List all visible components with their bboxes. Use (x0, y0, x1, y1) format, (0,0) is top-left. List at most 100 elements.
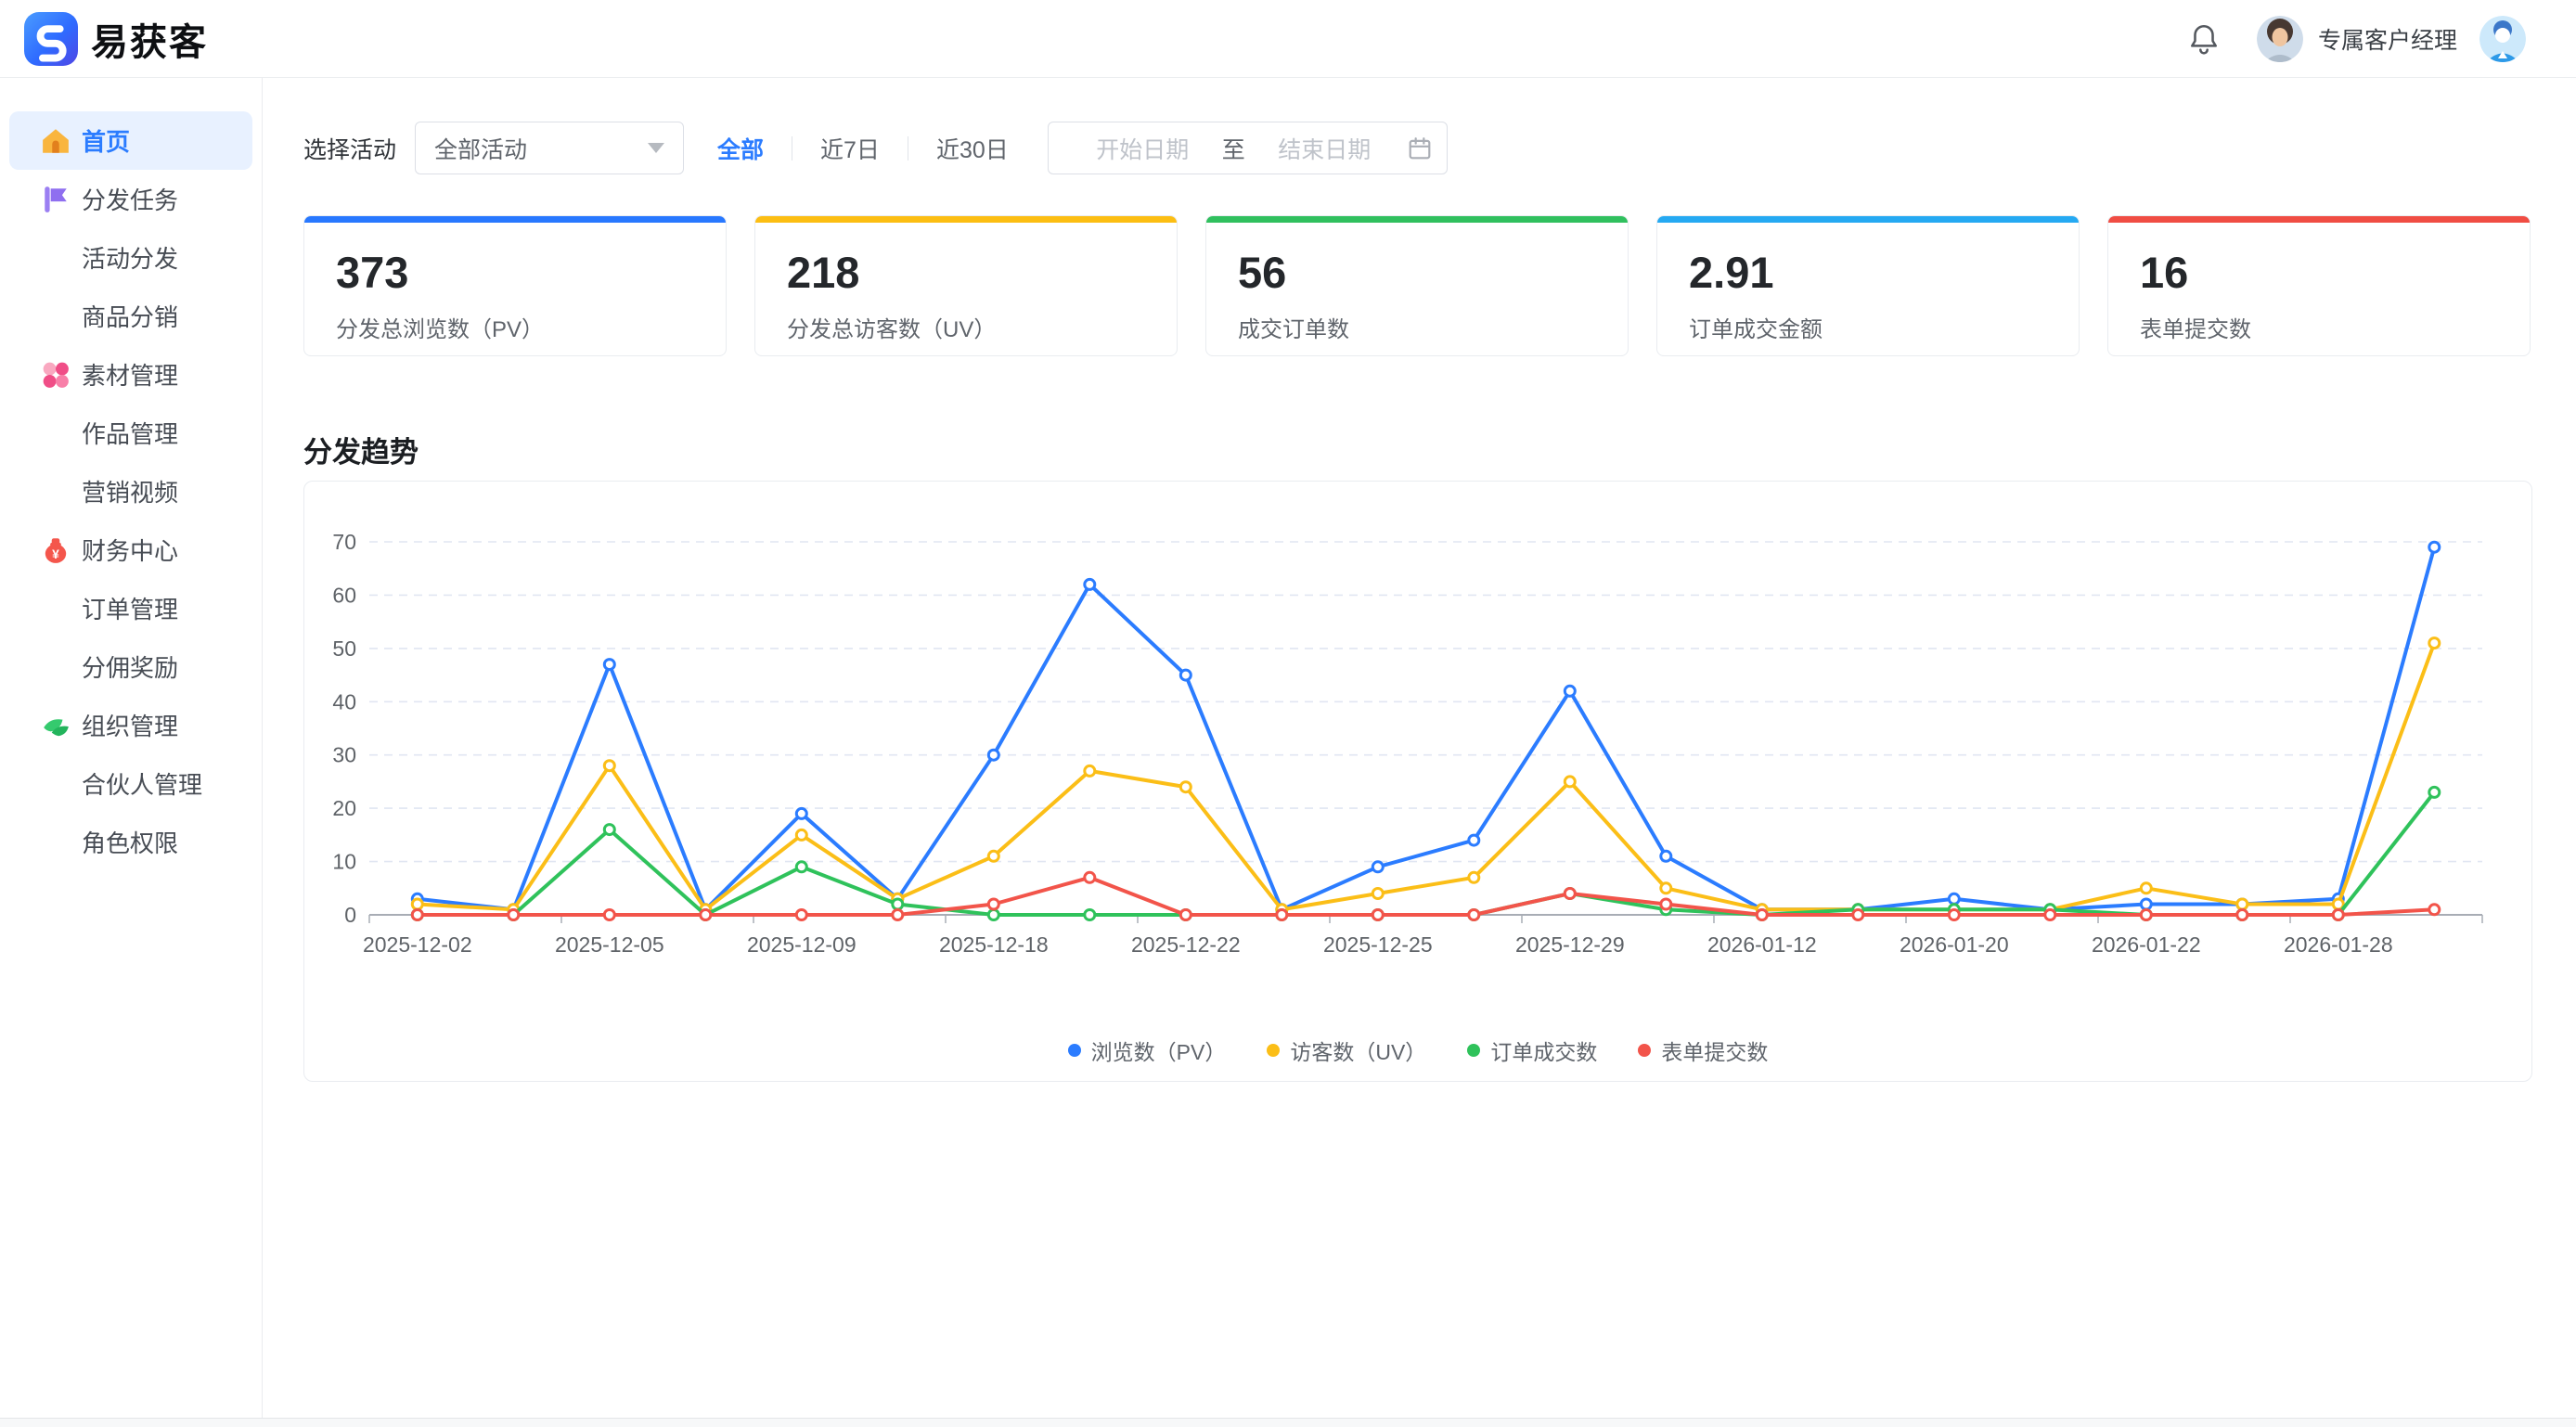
svg-text:2026-01-22: 2026-01-22 (2092, 932, 2201, 957)
calendar-icon (1409, 136, 1431, 159)
legend-dot-pv (1067, 1044, 1081, 1057)
sidebar-item-label: 作品管理 (82, 420, 179, 448)
svg-text:20: 20 (332, 796, 356, 820)
stat-card-form-submissions: 16 表单提交数 (2107, 215, 2531, 356)
date-range-separator: 至 (1221, 136, 1245, 163)
app-logo[interactable]: 易获客 (24, 11, 208, 66)
sidebar-item-role-permissions[interactable]: 角色权限 (9, 813, 252, 871)
sidebar-item-label: 活动分发 (82, 245, 179, 273)
svg-text:2025-12-29: 2025-12-29 (1515, 932, 1625, 957)
sidebar-item-label: 角色权限 (82, 829, 179, 857)
stat-cards-row: 373 分发总浏览数（PV） 218 分发总访客数（UV） 56 成交订单数 2… (303, 215, 2531, 356)
svg-text:2025-12-25: 2025-12-25 (1323, 932, 1433, 957)
manager-avatar[interactable] (2256, 16, 2303, 62)
stat-card-uv: 218 分发总访客数（UV） (754, 215, 1178, 356)
tab-all[interactable]: 全部 (717, 136, 765, 163)
sidebar: 首页 分发任务 活动分发 商品分销 素材管理 作品管理 营销视频 ¥ (0, 78, 263, 1418)
user-avatar[interactable] (2479, 16, 2526, 62)
legend-item-form-submissions[interactable]: 表单提交数 (1638, 1035, 1768, 1066)
sidebar-item-label: 财务中心 (82, 537, 179, 565)
sidebar-item-commission-rewards[interactable]: 分佣奖励 (9, 637, 252, 696)
trend-chart: 0 10 20 30 40 50 60 70 2025-12-02 2025-12-05 2025-… (304, 482, 2533, 1083)
sidebar-item-organization-management[interactable]: 组织管理 (9, 696, 252, 754)
sidebar-item-distribution-tasks[interactable]: 分发任务 (9, 170, 252, 228)
money-bag-icon: ¥ (45, 537, 67, 563)
svg-text:2025-12-02: 2025-12-02 (363, 932, 472, 957)
sidebar-item-label: 组织管理 (82, 713, 179, 740)
sidebar-item-label: 首页 (82, 128, 131, 156)
start-date-input[interactable]: 开始日期 (1096, 136, 1190, 163)
legend-label: 表单提交数 (1661, 1040, 1769, 1064)
sidebar-item-label: 素材管理 (82, 362, 179, 390)
stat-label: 分发总访客数（UV） (787, 317, 997, 342)
stat-value: 373 (336, 248, 409, 297)
tab-last-30-days[interactable]: 近30日 (935, 136, 1009, 163)
activity-select[interactable]: 全部活动 (415, 122, 685, 174)
app-logo-icon (24, 11, 78, 66)
stat-card-pv: 373 分发总浏览数（PV） (303, 215, 727, 356)
legend-label: 浏览数（PV） (1090, 1040, 1227, 1064)
stat-label: 表单提交数 (2140, 317, 2251, 342)
card-accent-strip (1206, 216, 1628, 223)
flag-icon (45, 186, 67, 212)
end-date-input[interactable]: 结束日期 (1278, 136, 1372, 163)
sidebar-item-material-management[interactable]: 素材管理 (9, 345, 252, 404)
card-accent-strip (304, 216, 726, 223)
activity-select-label: 选择活动 (303, 136, 397, 163)
notification-bell-icon[interactable] (2188, 22, 2220, 56)
sidebar-item-activity-distribution[interactable]: 活动分发 (9, 228, 252, 287)
legend-dot-form-submissions (1638, 1044, 1652, 1057)
sidebar-item-label: 分佣奖励 (82, 654, 179, 682)
svg-text:¥: ¥ (52, 546, 59, 561)
chart-section-title: 分发趋势 (303, 436, 419, 469)
filter-bar: 选择活动 全部活动 全部 近7日 近30日 开始日期 至 结束日期 (303, 122, 1448, 174)
trend-chart-card: 0 10 20 30 40 50 60 70 2025-12-02 2025-12-05 2025-… (303, 481, 2532, 1082)
sidebar-item-label: 营销视频 (82, 479, 179, 507)
legend-item-pv[interactable]: 浏览数（PV） (1067, 1035, 1227, 1066)
legend-item-orders[interactable]: 订单成交数 (1467, 1035, 1597, 1066)
card-accent-strip (755, 216, 1177, 223)
stat-label: 成交订单数 (1238, 317, 1349, 342)
card-accent-strip (1657, 216, 2079, 223)
stat-label: 分发总浏览数（PV） (336, 317, 545, 342)
sidebar-item-label: 商品分销 (82, 303, 179, 331)
main-content: 选择活动 全部活动 全部 近7日 近30日 开始日期 至 结束日期 (264, 78, 2576, 1418)
svg-text:2026-01-12: 2026-01-12 (1707, 932, 1817, 957)
sidebar-item-product-distribution[interactable]: 商品分销 (9, 287, 252, 345)
legend-item-uv[interactable]: 访客数（UV） (1267, 1035, 1426, 1066)
svg-text:2025-12-18: 2025-12-18 (939, 932, 1049, 957)
sidebar-item-home[interactable]: 首页 (9, 111, 252, 170)
svg-text:2025-12-22: 2025-12-22 (1131, 932, 1241, 957)
sidebar-item-order-management[interactable]: 订单管理 (9, 579, 252, 637)
tab-last-7-days[interactable]: 近7日 (820, 136, 880, 163)
legend-dot-orders (1467, 1044, 1481, 1057)
date-range-tabs: 全部 近7日 近30日 (717, 132, 1009, 165)
svg-text:40: 40 (332, 689, 356, 714)
sidebar-item-works-management[interactable]: 作品管理 (9, 404, 252, 462)
legend-label: 订单成交数 (1490, 1040, 1598, 1064)
stat-value: 218 (787, 248, 860, 297)
date-range-picker[interactable]: 开始日期 至 结束日期 (1047, 122, 1448, 174)
card-accent-strip (2108, 216, 2530, 223)
chart-legend: 浏览数（PV） 访客数（UV） 订单成交数 表单提交数 (304, 1035, 2531, 1066)
topbar: 易获客 专属客户经理 (0, 0, 2576, 78)
stat-card-orders: 56 成交订单数 (1205, 215, 1629, 356)
svg-text:30: 30 (332, 743, 356, 767)
leaves-icon (44, 718, 69, 736)
stat-value: 16 (2140, 248, 2189, 297)
horizontal-scrollbar-track[interactable] (0, 1418, 2576, 1427)
svg-text:70: 70 (332, 530, 356, 554)
clover-icon (43, 362, 69, 388)
stat-value: 2.91 (1689, 248, 1774, 297)
sidebar-item-partner-management[interactable]: 合伙人管理 (9, 754, 252, 813)
sidebar-item-label: 订单管理 (82, 596, 179, 624)
app-title: 易获客 (91, 21, 208, 63)
svg-text:60: 60 (332, 583, 356, 607)
svg-text:2025-12-05: 2025-12-05 (555, 932, 664, 957)
svg-text:2025-12-09: 2025-12-09 (747, 932, 857, 957)
sidebar-item-marketing-videos[interactable]: 营销视频 (9, 462, 252, 521)
chevron-down-icon (648, 143, 665, 153)
manager-label: 专属客户经理 (2317, 28, 2457, 54)
sidebar-item-finance-center[interactable]: ¥ 财务中心 (9, 521, 252, 579)
stat-card-order-amount: 2.91 订单成交金额 (1656, 215, 2080, 356)
